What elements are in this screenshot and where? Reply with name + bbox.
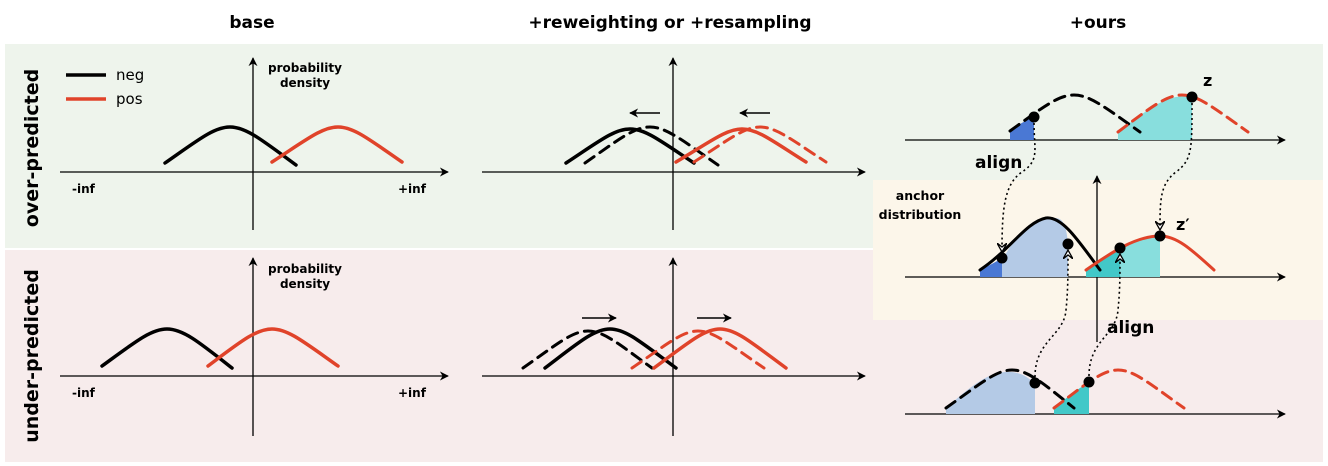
density-label-line2: density (280, 76, 330, 90)
neg-anchor-point-low (996, 252, 1008, 264)
pos-anchor-point-z-prime (1154, 230, 1166, 242)
panel-middle-over (482, 57, 866, 230)
neg-inf-label: -inf (72, 386, 96, 400)
neg-under-curve-dashed (944, 368, 1076, 410)
pos-curve-shifted (674, 127, 808, 164)
legend: neg pos (66, 66, 144, 108)
pos-inf-label: +inf (398, 386, 427, 400)
neg-under-fill (946, 371, 1035, 414)
panel-ours-anchor: anchor distribution z′ align (879, 175, 1286, 342)
align-label-top: align (975, 153, 1022, 173)
density-label-line2: density (280, 277, 330, 291)
ours-over-background (873, 44, 1323, 180)
anchor-label-line1: anchor (896, 188, 945, 203)
neg-anchor-light-fill (1002, 218, 1068, 277)
neg-score-point (1028, 111, 1040, 123)
row-label-under-predicted: under-predicted (21, 269, 43, 443)
neg-curve-shifted (543, 327, 678, 370)
neg-anchor-dark-fill (980, 258, 1002, 277)
panel-ours-over: z align (905, 71, 1286, 173)
pos-curve (206, 327, 340, 368)
align-connector-neg-over (1002, 122, 1036, 251)
pos-score-point-z (1186, 91, 1198, 103)
row-label-over-predicted: over-predicted (21, 69, 43, 227)
neg-under-point (1029, 377, 1041, 389)
align-connector-neg-under (1034, 251, 1068, 378)
neg-curve (163, 125, 298, 167)
under-predicted-background (5, 250, 873, 462)
z-prime-label: z′ (1176, 215, 1190, 234)
panel-ours-under (905, 368, 1286, 419)
pos-anchor-teal-fill (1086, 248, 1120, 277)
anchor-label-line2: distribution (879, 207, 962, 222)
z-label: z (1203, 71, 1212, 90)
column-title-base: base (229, 13, 274, 33)
pos-under-fill (1054, 382, 1089, 414)
neg-curve (100, 327, 234, 370)
panel-base-over: probability density -inf +inf (60, 57, 449, 230)
neg-tail-fill (1010, 117, 1034, 140)
neg-curve-original-dashed (583, 125, 720, 167)
align-label-bottom: align (1107, 318, 1154, 338)
panel-middle-under (482, 257, 866, 436)
pos-curve-original-dashed (630, 329, 766, 370)
pos-anchor-cyan-fill (1120, 236, 1160, 277)
column-title-middle: +reweighting or +resampling (528, 13, 811, 33)
panel-base-under: probability density -inf +inf (60, 257, 449, 436)
pos-curve (270, 125, 404, 164)
pos-curve-original-dashed (692, 125, 828, 164)
pos-anchor-point-low (1114, 242, 1126, 254)
pos-curve-dashed (1116, 93, 1250, 134)
neg-anchor-point-high (1062, 238, 1074, 250)
pos-curve-shifted (652, 327, 788, 370)
column-title-ours: +ours (1070, 13, 1127, 33)
ours-under-background (873, 320, 1323, 462)
over-predicted-background (5, 44, 873, 248)
neg-curve-original-dashed (521, 329, 654, 370)
density-label-line1: probability (268, 262, 342, 276)
pos-under-point (1083, 376, 1095, 388)
alignment-connectors (1002, 102, 1193, 378)
density-label-line1: probability (268, 61, 342, 75)
neg-inf-label: -inf (72, 182, 96, 196)
pos-under-curve-dashed (1052, 368, 1186, 410)
neg-curve-shifted (564, 127, 696, 165)
legend-pos-label: pos (116, 90, 143, 108)
legend-neg-label: neg (116, 66, 144, 84)
pos-inf-label: +inf (398, 182, 427, 196)
align-connector-pos-under (1088, 255, 1120, 377)
anchor-background (873, 180, 1323, 320)
